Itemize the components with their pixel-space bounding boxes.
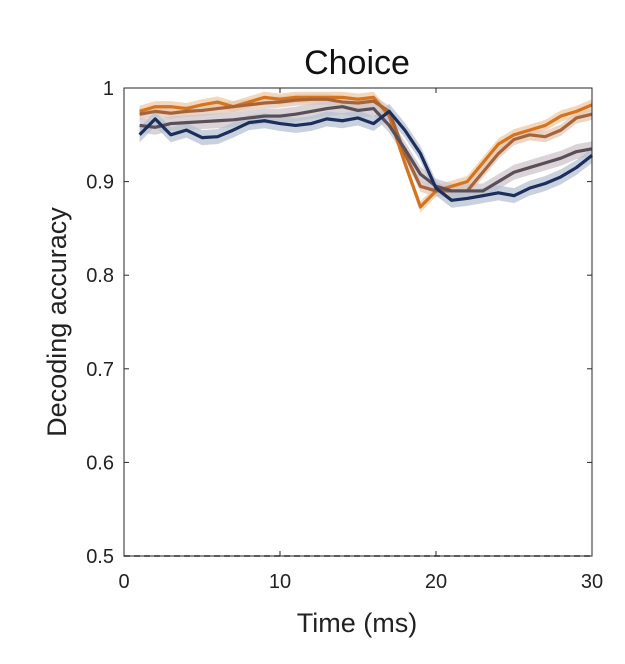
y-tick-label: 0.7	[86, 359, 114, 381]
x-tick-label: 0	[118, 571, 129, 593]
series-line-3	[139, 105, 593, 193]
series-band-4	[139, 103, 592, 208]
y-tick-label: 1	[103, 78, 114, 100]
confidence-bands	[139, 91, 592, 213]
y-tick-label: 0.8	[86, 265, 114, 287]
x-tick-label: 30	[581, 571, 603, 593]
x-tick-label: 10	[269, 571, 291, 593]
series-band-1	[139, 91, 592, 213]
plot-frame	[123, 87, 593, 557]
series-lines	[138, 95, 593, 209]
x-axis-ticks: 0 10 20 30	[118, 88, 603, 593]
chart-title: Choice	[304, 44, 410, 82]
x-tick-label: 20	[425, 571, 447, 593]
x-axis-label: Time (ms)	[297, 608, 417, 638]
series-line-2	[139, 97, 593, 193]
y-tick-label: 0.5	[86, 546, 114, 568]
y-tick-label: 0.6	[86, 452, 114, 474]
y-axis-label: Decoding accuracy	[42, 207, 72, 437]
y-tick-label: 0.9	[86, 172, 114, 194]
series-line-4	[138, 109, 593, 202]
series-line-1	[139, 95, 593, 209]
y-axis-ticks: 0.5 0.6 0.7 0.8 0.9 1	[86, 78, 592, 568]
